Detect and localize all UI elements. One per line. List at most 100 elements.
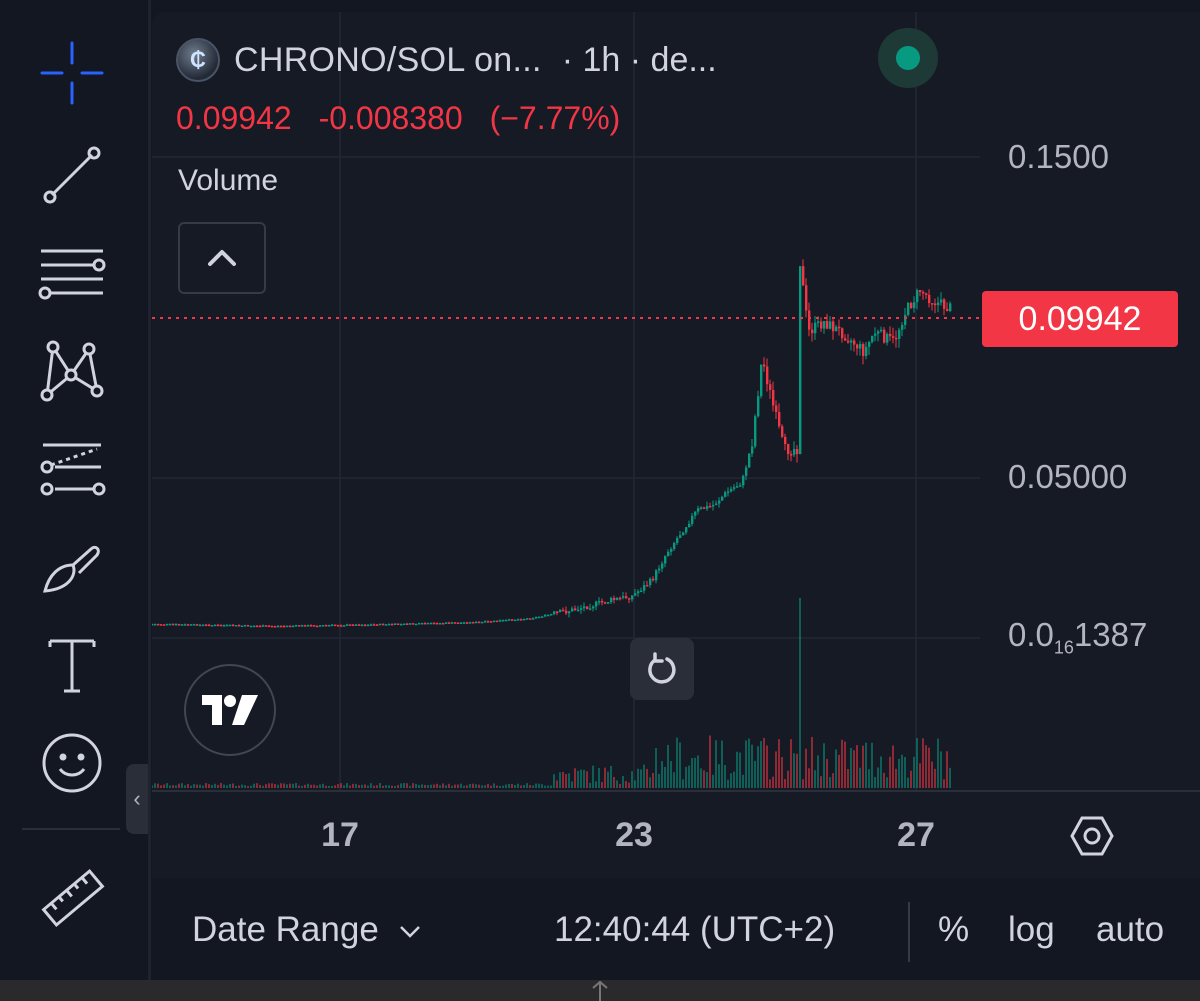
resize-handle-icon[interactable] bbox=[585, 980, 615, 1001]
log-scale-toggle[interactable]: log bbox=[1008, 910, 1055, 949]
candle-body bbox=[712, 504, 715, 507]
interval-exchange[interactable]: · 1h · de... bbox=[561, 40, 717, 79]
candle-body bbox=[625, 596, 628, 599]
candle-body bbox=[940, 299, 943, 303]
volume-bar bbox=[850, 747, 852, 788]
volume-bar bbox=[286, 784, 288, 788]
emoji-icon[interactable] bbox=[26, 722, 118, 804]
candle-body bbox=[301, 625, 304, 627]
candle-body bbox=[916, 290, 919, 303]
candle-body bbox=[847, 340, 850, 343]
volume-bar bbox=[700, 768, 702, 788]
volume-bar bbox=[946, 751, 948, 788]
candle-body bbox=[553, 611, 556, 615]
trend-line-icon[interactable] bbox=[26, 134, 118, 216]
candle-body bbox=[454, 622, 457, 624]
candle-body bbox=[616, 597, 619, 600]
volume-bar bbox=[907, 777, 909, 788]
candle-body bbox=[748, 453, 751, 468]
volume-bar bbox=[469, 783, 471, 788]
clock-timezone[interactable]: 12:40:44 (UTC+2) bbox=[554, 910, 836, 949]
volume-bar bbox=[295, 783, 297, 788]
volume-bar bbox=[685, 766, 687, 788]
date-range-dropdown[interactable]: Date Range bbox=[192, 910, 421, 950]
candle-body bbox=[823, 321, 826, 329]
candle-body bbox=[844, 338, 847, 341]
candle-body bbox=[586, 606, 589, 610]
volume-bar bbox=[838, 754, 840, 788]
volume-bar bbox=[367, 785, 369, 788]
volume-bar bbox=[376, 785, 378, 788]
candle-body bbox=[172, 623, 175, 626]
candle-body bbox=[424, 622, 427, 625]
price-tick-mid: 0.05000 bbox=[1008, 458, 1128, 495]
collapse-indicators-button[interactable] bbox=[178, 222, 266, 294]
candle-body bbox=[601, 600, 604, 603]
volume-bar bbox=[328, 785, 330, 788]
ruler-icon[interactable] bbox=[26, 858, 118, 940]
volume-bar bbox=[814, 770, 816, 788]
volume-bar bbox=[457, 784, 459, 788]
volume-bar bbox=[166, 783, 168, 788]
chevron-up-icon bbox=[208, 250, 236, 266]
candle-body bbox=[382, 623, 385, 626]
forecast-icon[interactable] bbox=[26, 428, 118, 510]
volume-bar bbox=[745, 740, 747, 788]
volume-bar bbox=[178, 783, 180, 788]
candle-body bbox=[472, 622, 475, 624]
price-change-row: 0.09942 -0.008380 (−7.77%) bbox=[176, 100, 638, 137]
volume-bar bbox=[877, 767, 879, 788]
refresh-icon bbox=[648, 652, 676, 684]
collapse-toolbar-button[interactable]: ‹ bbox=[126, 764, 148, 834]
tradingview-logo[interactable] bbox=[184, 664, 276, 756]
volume-bar bbox=[583, 769, 585, 788]
candle-body bbox=[700, 507, 703, 509]
volume-bar bbox=[592, 765, 594, 788]
symbol-legend[interactable]: ₵ CHRONO/SOL on... · 1h · de... bbox=[176, 38, 729, 82]
candle-body bbox=[913, 302, 916, 309]
volume-bar bbox=[589, 782, 591, 788]
percent-scale-toggle[interactable]: % bbox=[938, 910, 970, 949]
crosshair-icon[interactable] bbox=[26, 32, 118, 114]
symbol-name[interactable]: CHRONO/SOL on... bbox=[234, 40, 542, 79]
text-icon[interactable] bbox=[26, 624, 118, 706]
volume-bar bbox=[154, 783, 156, 788]
market-status-indicator[interactable] bbox=[878, 28, 938, 88]
volume-bar bbox=[388, 785, 390, 788]
candle-body bbox=[685, 527, 688, 533]
volume-bar bbox=[718, 764, 720, 788]
volume-bar bbox=[775, 751, 777, 788]
candle-body bbox=[343, 625, 346, 627]
volume-indicator-label[interactable]: Volume bbox=[178, 164, 279, 197]
volume-bar bbox=[199, 784, 201, 788]
candle-body bbox=[751, 446, 754, 454]
candle-body bbox=[637, 591, 640, 594]
time-axis[interactable]: 17 23 27 bbox=[152, 790, 1200, 878]
volume-bar bbox=[181, 783, 183, 788]
volume-bar bbox=[391, 785, 393, 788]
candle-body bbox=[709, 505, 712, 508]
volume-bar bbox=[790, 739, 792, 788]
candle-body bbox=[160, 624, 163, 626]
brush-icon[interactable] bbox=[26, 526, 118, 608]
candle-body bbox=[457, 622, 460, 625]
candle-body bbox=[319, 625, 322, 627]
volume-bar bbox=[763, 737, 765, 788]
volume-bar bbox=[889, 756, 891, 788]
drawing-toolbar: ‹ bbox=[0, 0, 151, 980]
auto-scale-toggle[interactable]: auto bbox=[1096, 910, 1165, 949]
chart-pane[interactable]: ₵ CHRONO/SOL on... · 1h · de... 0.09942 … bbox=[152, 12, 1200, 878]
chart-settings-icon[interactable] bbox=[1068, 812, 1116, 860]
candle-body bbox=[661, 563, 664, 569]
candle-body bbox=[436, 622, 439, 625]
fib-retracement-icon[interactable] bbox=[26, 232, 118, 314]
reset-chart-button[interactable] bbox=[630, 638, 694, 700]
volume-bar bbox=[241, 784, 243, 788]
volume-bar bbox=[859, 767, 861, 788]
token-logo: ₵ bbox=[176, 38, 220, 82]
xabcd-pattern-icon[interactable] bbox=[26, 330, 118, 412]
candle-body bbox=[646, 585, 649, 587]
price-change-percent: (−7.77%) bbox=[489, 100, 621, 136]
volume-bar bbox=[703, 770, 705, 788]
last-price-value: 0.09942 bbox=[176, 100, 292, 136]
